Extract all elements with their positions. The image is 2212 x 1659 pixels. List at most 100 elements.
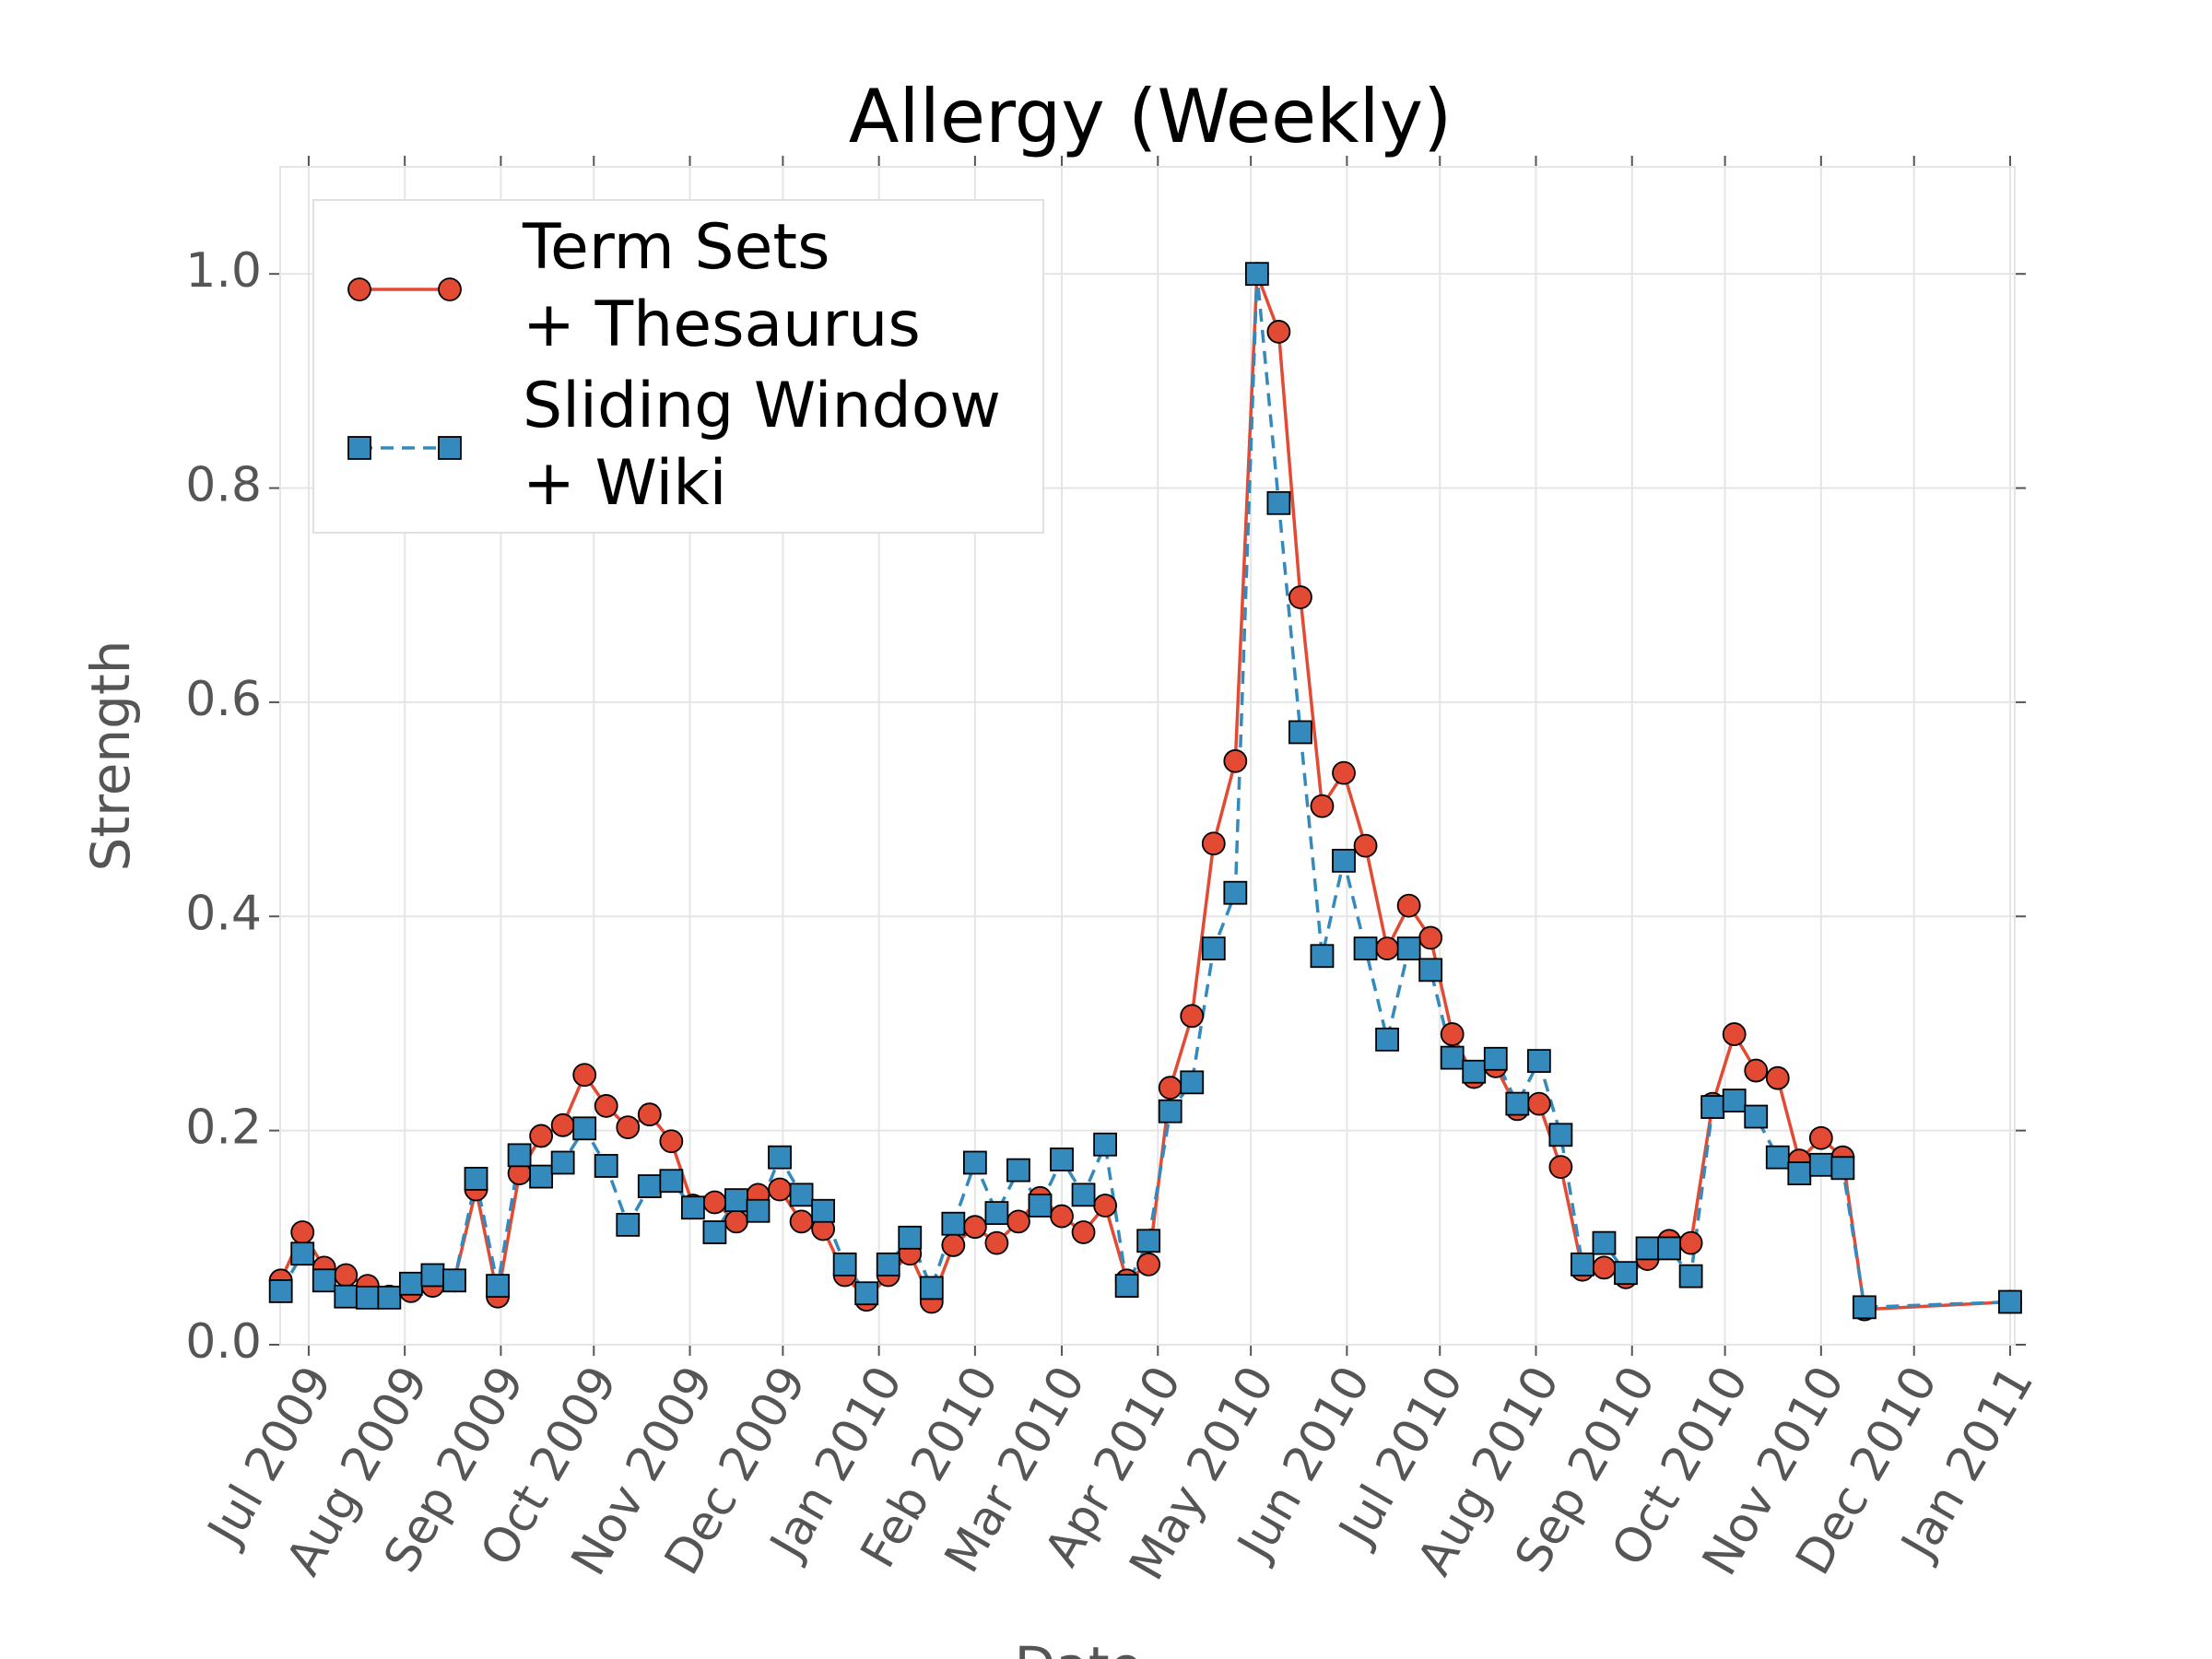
marker: [1028, 1194, 1053, 1218]
marker: [1093, 1194, 1118, 1218]
y-tick-label: 0.2: [185, 1100, 262, 1156]
marker: [594, 1094, 618, 1118]
marker: [1050, 1147, 1074, 1171]
marker: [876, 1252, 900, 1277]
marker: [377, 1285, 402, 1310]
marker: [1765, 1065, 1790, 1090]
legend-marker: [438, 277, 462, 301]
marker: [724, 1188, 748, 1213]
marker: [1998, 1289, 2022, 1314]
marker: [1548, 1155, 1573, 1180]
marker: [680, 1195, 705, 1220]
marker: [1071, 1182, 1096, 1207]
marker: [637, 1174, 662, 1198]
marker: [507, 1143, 532, 1168]
marker: [442, 1268, 466, 1293]
marker: [919, 1276, 944, 1300]
marker: [941, 1233, 966, 1257]
marker: [1332, 848, 1356, 873]
marker: [1158, 1099, 1182, 1124]
marker: [355, 1285, 380, 1310]
marker: [746, 1198, 771, 1223]
legend-frame: [312, 199, 1044, 534]
marker: [789, 1209, 814, 1234]
y-tick-label: 1.0: [185, 243, 262, 299]
marker: [1657, 1236, 1681, 1261]
marker: [1375, 1027, 1399, 1052]
marker: [1483, 1046, 1508, 1071]
marker: [1310, 944, 1335, 969]
marker: [1744, 1104, 1769, 1129]
marker: [268, 1279, 293, 1303]
marker: [1614, 1261, 1638, 1286]
marker: [962, 1150, 987, 1175]
marker: [312, 1268, 336, 1293]
marker: [1093, 1132, 1118, 1157]
legend-marker: [347, 436, 371, 460]
marker: [1158, 1076, 1182, 1100]
marker: [789, 1182, 814, 1207]
marker: [1787, 1161, 1812, 1186]
marker: [1223, 880, 1248, 905]
marker: [1548, 1123, 1573, 1147]
marker: [768, 1145, 792, 1170]
marker: [1765, 1145, 1790, 1170]
marker: [811, 1198, 836, 1223]
marker: [1201, 831, 1226, 856]
marker: [334, 1263, 359, 1288]
marker: [1050, 1204, 1074, 1229]
marker: [702, 1190, 727, 1215]
x-axis-label: Date: [1015, 1635, 1143, 1659]
marker: [984, 1201, 1009, 1225]
y-tick-label: 0.4: [185, 886, 262, 941]
marker: [1830, 1156, 1855, 1181]
marker: [1332, 760, 1356, 785]
marker: [1244, 262, 1269, 287]
legend-label: Term Sets + Thesaurus: [522, 211, 921, 361]
marker: [1353, 833, 1378, 858]
marker: [1396, 936, 1421, 961]
marker: [768, 1177, 792, 1202]
marker: [984, 1230, 1009, 1255]
marker: [1678, 1264, 1703, 1288]
marker: [702, 1220, 727, 1244]
marker: [594, 1154, 618, 1178]
marker: [486, 1274, 510, 1298]
legend-label: Sliding Window + Wiki: [523, 370, 1001, 520]
legend-marker: [347, 277, 371, 301]
marker: [962, 1215, 987, 1240]
marker: [529, 1124, 554, 1148]
marker: [464, 1167, 488, 1191]
marker: [1006, 1209, 1030, 1234]
y-axis-label: Strength: [79, 641, 142, 872]
marker: [1700, 1095, 1725, 1119]
marker: [1526, 1091, 1551, 1116]
marker: [550, 1112, 575, 1137]
marker: [1180, 1070, 1205, 1095]
marker: [1418, 925, 1443, 950]
marker: [1462, 1059, 1487, 1084]
marker: [529, 1164, 554, 1189]
marker: [1418, 958, 1443, 982]
marker: [1853, 1295, 1877, 1320]
marker: [616, 1212, 641, 1237]
marker: [1808, 1152, 1833, 1177]
marker: [637, 1102, 662, 1127]
marker: [724, 1209, 748, 1234]
marker: [1722, 1022, 1747, 1046]
marker: [1353, 936, 1378, 961]
marker: [398, 1271, 423, 1296]
marker: [616, 1115, 641, 1140]
marker: [941, 1211, 966, 1236]
marker: [1180, 1004, 1205, 1029]
marker: [1571, 1252, 1594, 1277]
marker: [420, 1263, 445, 1288]
marker: [854, 1281, 879, 1306]
marker: [1722, 1088, 1747, 1113]
marker: [1678, 1230, 1703, 1255]
marker: [659, 1169, 684, 1194]
marker: [1440, 1022, 1465, 1046]
marker: [290, 1241, 315, 1266]
